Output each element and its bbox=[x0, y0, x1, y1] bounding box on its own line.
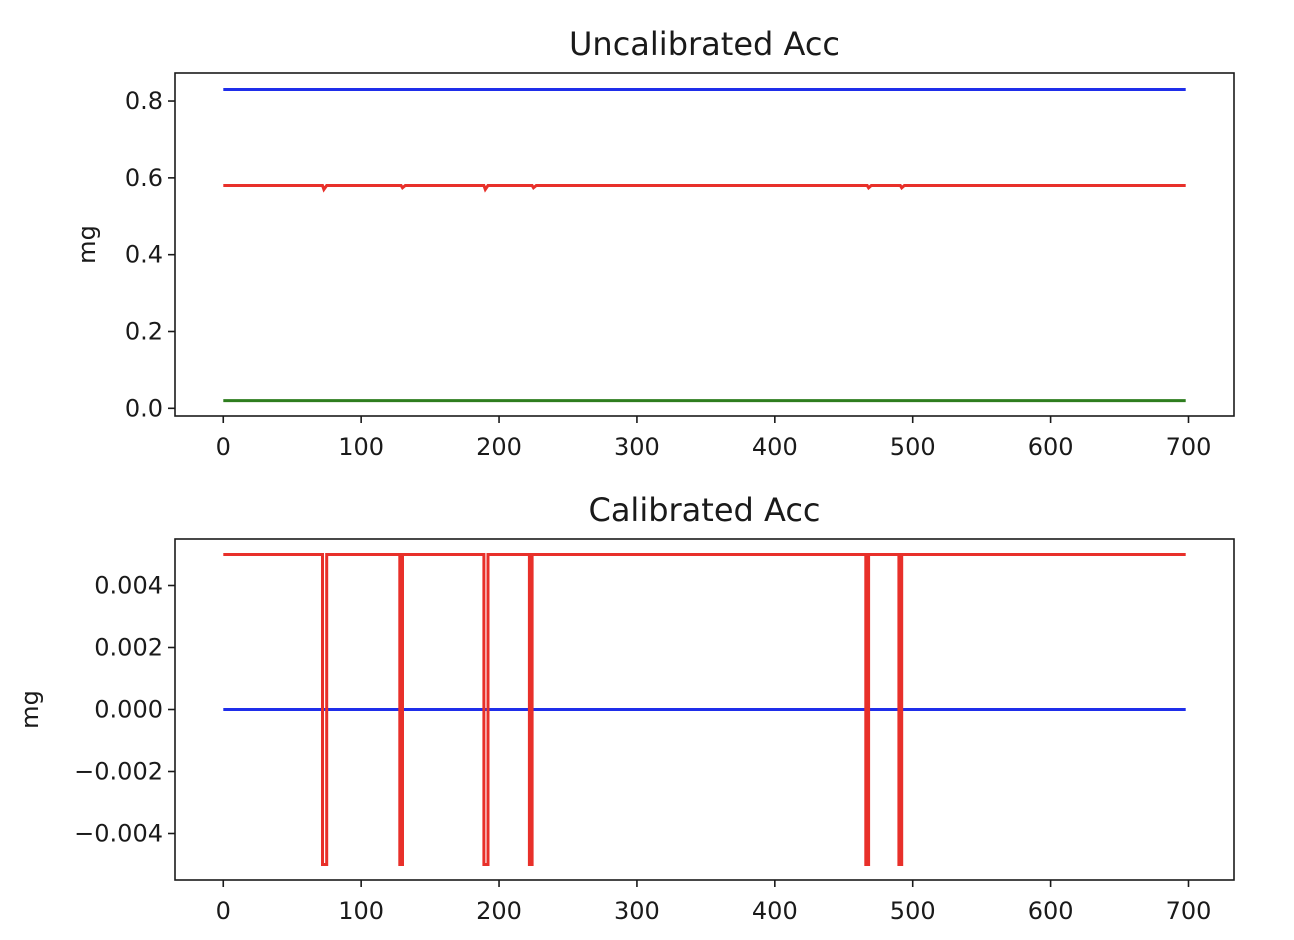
y-tick-label: 0.8 bbox=[125, 87, 163, 115]
x-tick-label: 700 bbox=[1166, 897, 1212, 925]
y-tick-label: 0.004 bbox=[94, 572, 163, 600]
series-line-red bbox=[223, 184, 1186, 193]
y-tick-label: −0.002 bbox=[74, 758, 163, 786]
x-tick-label: 100 bbox=[338, 433, 384, 461]
x-tick-label: 700 bbox=[1166, 433, 1212, 461]
chart-title: Uncalibrated Acc bbox=[569, 25, 840, 63]
y-tick-label: 0.2 bbox=[125, 317, 163, 345]
y-axis-label: mg bbox=[73, 225, 101, 264]
y-axis-label: mg bbox=[16, 690, 44, 729]
x-tick-label: 600 bbox=[1028, 433, 1074, 461]
x-tick-label: 200 bbox=[476, 897, 522, 925]
x-tick-label: 300 bbox=[614, 433, 660, 461]
series-line-red bbox=[223, 553, 1186, 866]
y-tick-label: 0.002 bbox=[94, 634, 163, 662]
x-tick-label: 0 bbox=[216, 433, 231, 461]
x-tick-label: 300 bbox=[614, 897, 660, 925]
chart-calibrated-acc: Calibrated Acc 0 100 200 300 400 500 600 700 −0.0… bbox=[16, 491, 1235, 925]
x-tick-label: 100 bbox=[338, 897, 384, 925]
chart-title: Calibrated Acc bbox=[588, 491, 820, 529]
x-tick-label: 600 bbox=[1028, 897, 1074, 925]
chart-uncalibrated-acc: Uncalibrated Acc 0 100 200 300 400 500 600 700 0.… bbox=[73, 25, 1235, 461]
x-tick-label: 400 bbox=[752, 897, 798, 925]
y-tick-label: −0.004 bbox=[74, 820, 163, 848]
y-tick-label: 0.4 bbox=[125, 241, 163, 269]
y-tick-label: 0.6 bbox=[125, 164, 163, 192]
y-tick-label: 0.0 bbox=[125, 394, 163, 422]
plot-frame bbox=[174, 72, 1235, 417]
x-tick-label: 400 bbox=[752, 433, 798, 461]
y-tick-label: 0.000 bbox=[94, 696, 163, 724]
x-tick-label: 0 bbox=[216, 897, 231, 925]
x-tick-label: 500 bbox=[890, 897, 936, 925]
x-tick-label: 500 bbox=[890, 433, 936, 461]
x-tick-label: 200 bbox=[476, 433, 522, 461]
